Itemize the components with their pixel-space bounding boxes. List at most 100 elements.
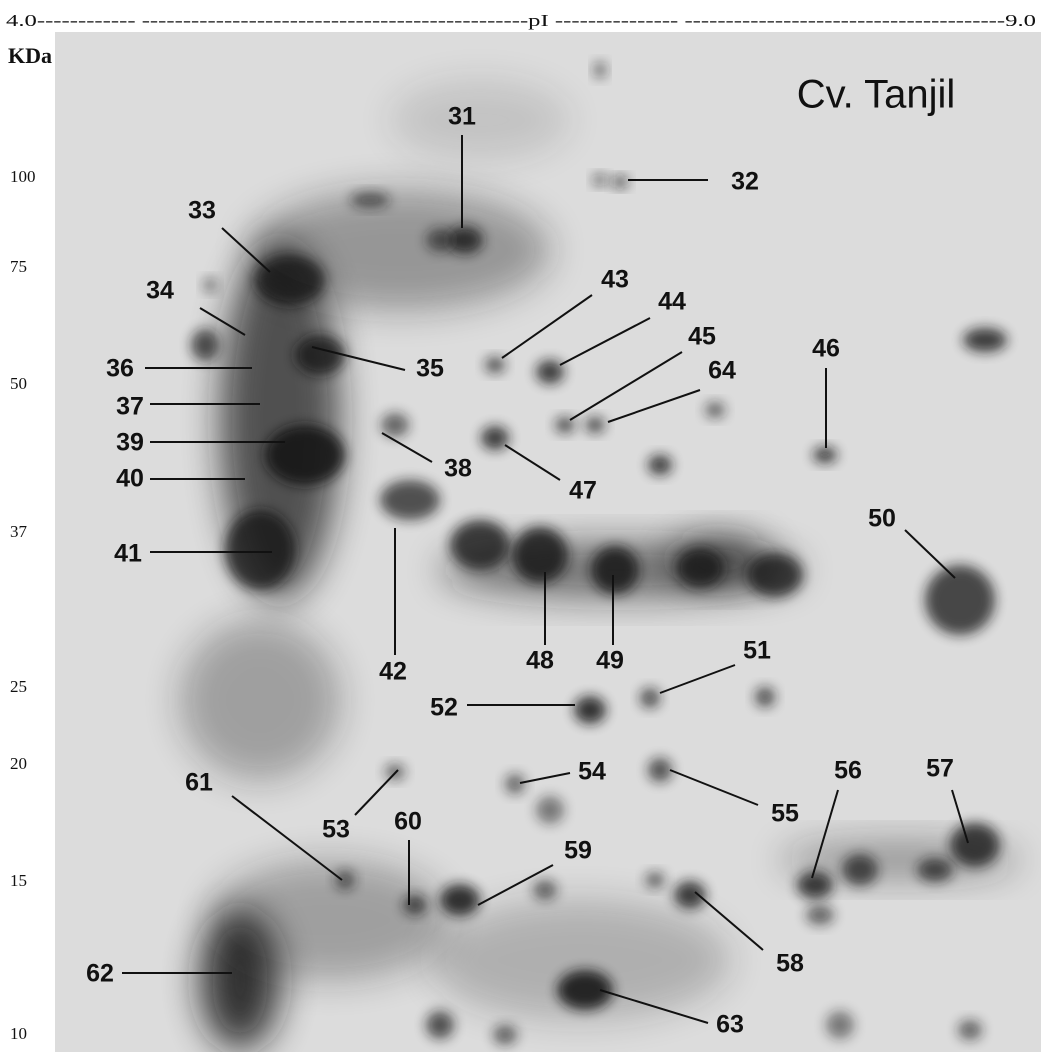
gel-spot — [674, 881, 706, 909]
spot-label: 52 — [430, 694, 458, 722]
spot-label: 34 — [146, 277, 174, 305]
spot-label: 56 — [834, 757, 862, 785]
gel-spot — [265, 425, 345, 485]
leader-line — [659, 664, 736, 694]
spot-label: 46 — [812, 335, 840, 363]
gel-spot — [440, 884, 480, 916]
spot-label: 51 — [743, 637, 771, 665]
gel-spot — [295, 335, 345, 375]
leader-line — [811, 789, 839, 879]
leader-line — [904, 529, 956, 579]
gel-spot — [481, 426, 509, 450]
gel-spot — [512, 527, 568, 583]
gel-spot — [381, 413, 409, 437]
gel-spot — [557, 970, 613, 1010]
spot-label: 38 — [444, 455, 472, 483]
spot-label: 60 — [394, 808, 422, 836]
leader-line — [559, 317, 651, 366]
mw-marker: 50 — [10, 374, 27, 393]
leader-line — [504, 444, 561, 481]
gel-spot — [536, 360, 564, 384]
spot-label: 41 — [114, 540, 142, 568]
spot-label: 40 — [116, 465, 144, 493]
gel-spot — [648, 455, 672, 475]
gel-spot — [493, 1025, 517, 1045]
leader-line — [694, 891, 764, 951]
gel-spot — [335, 870, 355, 890]
spot-label: 44 — [658, 288, 686, 316]
spot-label: 45 — [688, 323, 716, 351]
gel-spot — [533, 880, 557, 900]
gel-spot — [447, 226, 483, 254]
spot-label: 54 — [578, 758, 606, 786]
gel-spot — [220, 240, 340, 600]
mw-marker: 10 — [10, 1024, 27, 1043]
spot-label: 64 — [708, 357, 736, 385]
spot-label: 57 — [926, 755, 954, 783]
leader-line — [221, 227, 271, 273]
gel-spot — [963, 328, 1007, 352]
spot-label: 43 — [601, 266, 629, 294]
spot-label: 39 — [116, 429, 144, 457]
gel-spot — [755, 687, 775, 707]
gel-spot — [612, 176, 628, 188]
gel-spot — [403, 895, 427, 915]
spot-label: 42 — [379, 658, 407, 686]
mw-marker: 15 — [10, 871, 27, 890]
gel-spot — [505, 774, 525, 794]
gel-spot — [380, 480, 440, 520]
spot-label: 63 — [716, 1011, 744, 1039]
gel-spot — [826, 1011, 854, 1039]
gel-spot — [648, 758, 672, 782]
gel-spot — [191, 329, 219, 361]
leader-line — [519, 772, 571, 784]
spot-label: 37 — [116, 393, 144, 421]
gel-spot — [555, 417, 575, 433]
mw-marker: 75 — [10, 257, 27, 276]
leader-line — [501, 294, 593, 359]
mw-marker: 100 — [10, 167, 36, 186]
gel-spot — [950, 823, 1000, 867]
leader-line — [951, 789, 969, 844]
gel-title: Cv. Tanjil — [797, 73, 956, 117]
spot-label: 35 — [416, 355, 444, 383]
spot-label: 62 — [86, 960, 114, 988]
leader-line — [569, 351, 683, 421]
gel-spot — [574, 696, 606, 724]
gel-spot — [676, 548, 724, 588]
gel-spot — [426, 1011, 454, 1039]
leader-line — [607, 389, 701, 423]
leader-line — [311, 346, 406, 371]
spot-label: 55 — [771, 800, 799, 828]
leader-line — [477, 864, 554, 906]
gel-spot — [585, 417, 605, 433]
gel-spot — [813, 447, 837, 463]
gel-spot — [593, 174, 607, 186]
gel-spot — [797, 871, 833, 899]
gel-spot — [430, 900, 730, 1020]
spot-label: 59 — [564, 837, 592, 865]
leader-line — [199, 307, 246, 336]
spot-label: 53 — [322, 816, 350, 844]
leader-line — [599, 989, 709, 1024]
leader-line — [669, 769, 759, 806]
mw-marker: 20 — [10, 754, 27, 773]
gel-spot — [225, 510, 295, 590]
spot-label: 32 — [731, 168, 759, 196]
gel-spot — [705, 402, 725, 418]
gel-spot — [426, 228, 454, 252]
leader-line — [381, 432, 433, 463]
spot-label: 49 — [596, 647, 624, 675]
leader-line — [354, 769, 399, 816]
gel-spot — [842, 854, 878, 886]
spot-label: 50 — [868, 505, 896, 533]
gel-spot — [390, 80, 570, 160]
gel-spot — [640, 688, 660, 708]
mw-marker: 37 — [10, 522, 28, 541]
spot-label: 36 — [106, 355, 134, 383]
kda-label: KDa — [8, 43, 52, 68]
gel-spot — [203, 278, 217, 292]
mw-marker: 25 — [10, 677, 27, 696]
pi-axis: 4.0------------ ------------------------… — [6, 11, 1036, 30]
